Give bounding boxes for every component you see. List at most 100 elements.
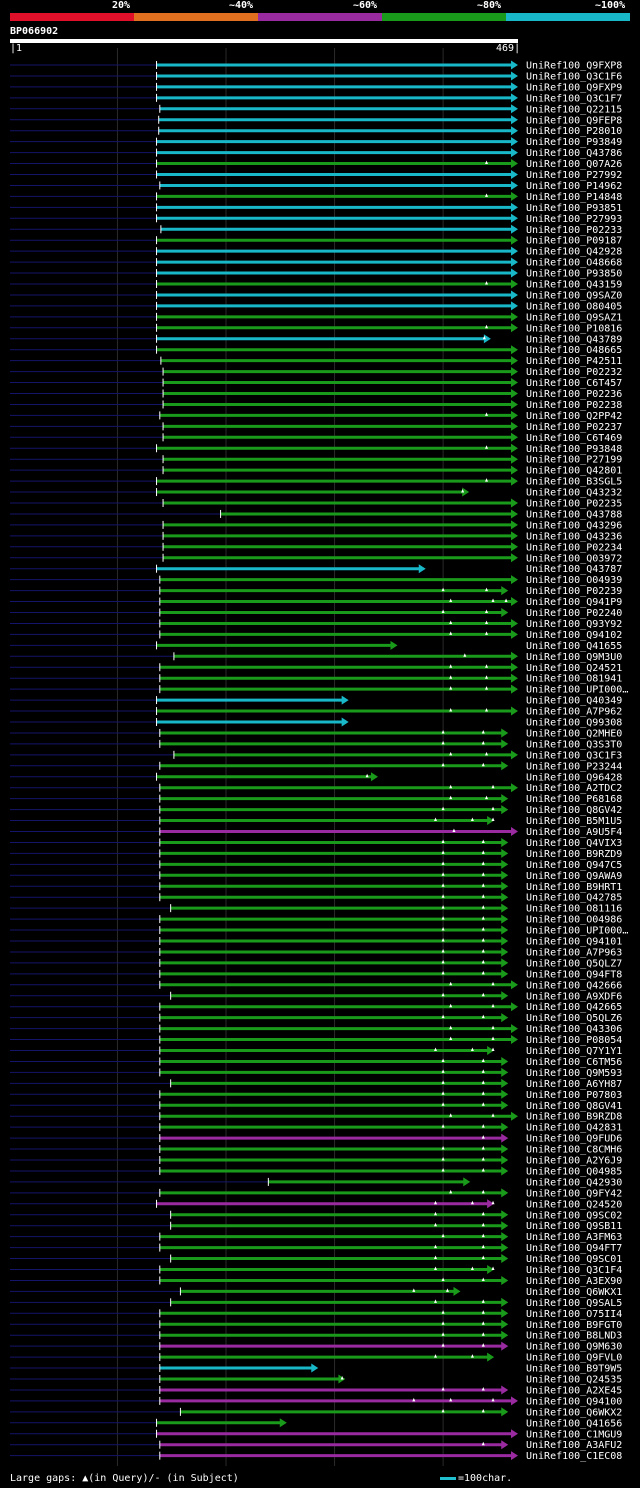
hit-row[interactable]: UniRef100_B9HRT1 [10,881,622,893]
hit-label[interactable]: UniRef100_Q9FY42 [526,1188,622,1199]
hit-row[interactable]: UniRef100_O80405 [10,301,622,312]
hit-row[interactable]: UniRef100_Q24535 [10,1374,622,1386]
hit-label[interactable]: UniRef100_Q2MHE0 [526,728,622,739]
hit-row[interactable]: UniRef100_Q40349 [10,695,622,707]
hit-row[interactable]: UniRef100_Q4VIX3 [10,837,622,849]
hit-row[interactable]: UniRef100_P28010 [10,126,622,137]
hit-row[interactable]: UniRef100_Q3C1F4 [10,1265,622,1276]
hit-label[interactable]: UniRef100_A3AFU2 [526,1440,622,1451]
hit-label[interactable]: UniRef100_P23244 [526,761,622,772]
hit-label[interactable]: UniRef100_P28010 [526,126,622,137]
hit-label[interactable]: UniRef100_A2XE45 [526,1385,622,1396]
hit-row[interactable]: UniRef100_Q42666 [10,980,622,991]
hit-row[interactable]: UniRef100_B8LND3 [10,1330,622,1342]
hit-row[interactable]: UniRef100_A9U5F4 [10,827,622,838]
hit-label[interactable]: UniRef100_Q93Y92 [526,619,622,630]
hit-label[interactable]: UniRef100_P14848 [526,192,622,203]
hit-row[interactable]: UniRef100_Q9FY42 [10,1188,622,1199]
hit-label[interactable]: UniRef100_B5M1U5 [526,816,622,827]
hit-row[interactable]: UniRef100_P93848 [10,443,622,455]
hit-row[interactable]: UniRef100_Q8GV42 [10,805,622,816]
hit-row[interactable]: UniRef100_B9T9W5 [10,1363,622,1375]
hit-row[interactable]: UniRef100_C6T469 [10,432,622,444]
hit-row[interactable]: UniRef100_A3AFU2 [10,1440,622,1451]
hit-label[interactable]: UniRef100_Q5QLZ7 [526,958,622,969]
hit-label[interactable]: UniRef100_Q5QLZ6 [526,1013,622,1024]
hit-label[interactable]: UniRef100_Q9SB11 [526,1221,622,1232]
hit-row[interactable]: UniRef100_Q6WKX2 [10,1407,622,1418]
hit-row[interactable]: UniRef100_Q3C1F7 [10,93,622,104]
hit-label[interactable]: UniRef100_P27993 [526,214,622,225]
hit-label[interactable]: UniRef100_P08054 [526,1035,622,1046]
hit-row[interactable]: UniRef100_P42511 [10,356,622,367]
hit-label[interactable]: UniRef100_Q9SAL5 [526,1298,622,1309]
hit-label[interactable]: UniRef100_Q94101 [526,937,622,948]
hit-row[interactable]: UniRef100_P09187 [10,235,622,247]
hit-row[interactable]: UniRef100_C6T457 [10,378,622,389]
hit-label[interactable]: UniRef100_B9T9W5 [526,1364,622,1375]
hit-row[interactable]: UniRef100_C8CMH6 [10,1144,622,1156]
hit-label[interactable]: UniRef100_C6T469 [526,433,622,444]
hit-label[interactable]: UniRef100_P02235 [526,499,622,510]
hit-row[interactable]: UniRef100_Q9FVL0 [10,1352,622,1364]
hit-label[interactable]: UniRef100_Q3C1F6 [526,71,622,82]
hit-label[interactable]: UniRef100_B9RZD9 [526,849,622,860]
hit-row[interactable]: UniRef100_A7P963 [10,947,622,958]
hit-row[interactable]: UniRef100_Q43232 [10,487,622,499]
hit-row[interactable]: UniRef100_Q24521 [10,662,622,674]
hit-label[interactable]: UniRef100_B3SGL5 [526,477,622,488]
hit-label[interactable]: UniRef100_Q42928 [526,247,622,258]
hit-label[interactable]: UniRef100_O48665 [526,345,622,356]
hit-label[interactable]: UniRef100_Q43232 [526,488,622,499]
hit-row[interactable]: UniRef100_A2TDC2 [10,783,622,794]
hit-label[interactable]: UniRef100_B9RZD8 [526,1112,622,1123]
hit-label[interactable]: UniRef100_Q9M3U0 [526,652,622,663]
hit-label[interactable]: UniRef100_Q941P9 [526,597,622,608]
hit-label[interactable]: UniRef100_Q4VIX3 [526,838,622,849]
hit-label[interactable]: UniRef100_Q9SC01 [526,1254,622,1265]
hit-label[interactable]: UniRef100_Q9FXP9 [526,82,622,93]
hit-label[interactable]: UniRef100_P14962 [526,181,622,192]
hit-label[interactable]: UniRef100_Q41655 [526,641,622,652]
hit-label[interactable]: UniRef100_Q9SAZ0 [526,290,622,301]
hit-row[interactable]: UniRef100_Q94101 [10,936,622,948]
hit-label[interactable]: UniRef100_Q6WKX1 [526,1287,622,1298]
hit-label[interactable]: UniRef100_C6T457 [526,378,622,389]
hit-row[interactable]: UniRef100_P02236 [10,389,622,400]
hit-row[interactable]: UniRef100_Q7Y1Y1 [10,1046,622,1057]
hit-label[interactable]: UniRef100_Q9FVL0 [526,1353,622,1364]
hit-label[interactable]: UniRef100_Q43786 [526,148,622,159]
hit-row[interactable]: UniRef100_UPI000… [10,684,628,696]
hit-label[interactable]: UniRef100_O75II4 [526,1309,622,1320]
hit-row[interactable]: UniRef100_Q3C1F6 [10,71,622,82]
hit-row[interactable]: UniRef100_P93849 [10,137,622,148]
hit-row[interactable]: UniRef100_P14962 [10,180,622,192]
hit-row[interactable]: UniRef100_P02238 [10,399,622,411]
hit-row[interactable]: UniRef100_P27992 [10,170,622,181]
hit-label[interactable]: UniRef100_UPI000… [526,926,628,937]
hit-label[interactable]: UniRef100_Q3C1F3 [526,750,622,761]
hit-label[interactable]: UniRef100_O04986 [526,915,622,926]
hit-label[interactable]: UniRef100_P09187 [526,236,622,247]
hit-row[interactable]: UniRef100_O81116 [10,903,622,915]
hit-row[interactable]: UniRef100_P93850 [10,268,622,280]
hit-row[interactable]: UniRef100_Q07A26 [10,159,622,170]
hit-row[interactable]: UniRef100_B9RZD8 [10,1111,622,1123]
hit-label[interactable]: UniRef100_A2Y6J9 [526,1156,622,1167]
hit-label[interactable]: UniRef100_A7P962 [526,707,622,718]
hit-label[interactable]: UniRef100_Q9M630 [526,1342,622,1353]
hit-label[interactable]: UniRef100_A9U5F4 [526,827,622,838]
hit-label[interactable]: UniRef100_O81116 [526,904,622,915]
hit-row[interactable]: UniRef100_Q41656 [10,1418,622,1429]
hit-row[interactable]: UniRef100_A3EX90 [10,1275,622,1287]
hit-label[interactable]: UniRef100_Q94102 [526,630,622,641]
hit-label[interactable]: UniRef100_Q9FEP8 [526,115,622,126]
hit-row[interactable]: UniRef100_Q43236 [10,531,622,542]
hit-row[interactable]: UniRef100_A3FM63 [10,1232,622,1243]
hit-row[interactable]: UniRef100_Q42928 [10,246,622,258]
hit-row[interactable]: UniRef100_Q6WKX1 [10,1286,622,1298]
hit-row[interactable]: UniRef100_O81941 [10,673,622,685]
hit-label[interactable]: UniRef100_Q3C1F4 [526,1265,622,1276]
hit-label[interactable]: UniRef100_Q43236 [526,531,622,542]
hit-label[interactable]: UniRef100_Q42930 [526,1177,622,1188]
